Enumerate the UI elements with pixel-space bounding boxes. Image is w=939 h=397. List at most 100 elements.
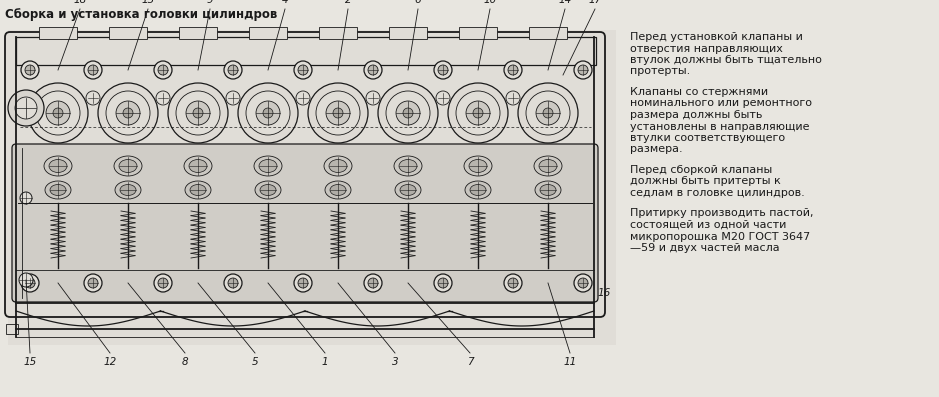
Text: —59 и двух частей масла: —59 и двух частей масла <box>630 243 779 253</box>
Ellipse shape <box>330 185 346 195</box>
Circle shape <box>536 101 560 125</box>
Circle shape <box>396 101 420 125</box>
Bar <box>459 27 497 39</box>
Bar <box>109 27 147 39</box>
Text: состоящей из одной части: состоящей из одной части <box>630 220 786 230</box>
Circle shape <box>473 108 483 118</box>
Circle shape <box>364 61 382 79</box>
Text: 8: 8 <box>181 357 189 367</box>
Text: 11: 11 <box>563 357 577 367</box>
Bar <box>179 27 217 39</box>
Circle shape <box>15 97 37 119</box>
Circle shape <box>506 91 520 105</box>
Circle shape <box>36 91 80 135</box>
Ellipse shape <box>44 156 72 176</box>
Circle shape <box>434 61 452 79</box>
Ellipse shape <box>120 185 136 195</box>
Circle shape <box>508 278 518 288</box>
Circle shape <box>438 278 448 288</box>
Text: 2: 2 <box>345 0 351 5</box>
Circle shape <box>123 108 133 118</box>
Circle shape <box>504 274 522 292</box>
Circle shape <box>256 101 280 125</box>
Text: 6: 6 <box>415 0 422 5</box>
Circle shape <box>25 65 35 75</box>
Circle shape <box>19 273 33 287</box>
Ellipse shape <box>189 160 207 173</box>
Ellipse shape <box>50 185 66 195</box>
Circle shape <box>21 274 39 292</box>
Circle shape <box>578 278 588 288</box>
Text: 15: 15 <box>23 357 37 367</box>
Circle shape <box>53 108 63 118</box>
Text: втулок должны быть тщательно: втулок должны быть тщательно <box>630 55 822 65</box>
Circle shape <box>543 108 553 118</box>
Bar <box>6 324 18 334</box>
Ellipse shape <box>465 181 491 199</box>
Text: протерты.: протерты. <box>630 67 690 77</box>
Ellipse shape <box>395 181 421 199</box>
Circle shape <box>294 274 312 292</box>
Ellipse shape <box>260 185 276 195</box>
Text: 3: 3 <box>392 357 398 367</box>
Text: втулки соответствующего: втулки соответствующего <box>630 133 785 143</box>
Circle shape <box>308 83 368 143</box>
Ellipse shape <box>119 160 137 173</box>
Text: 7: 7 <box>467 357 473 367</box>
Circle shape <box>228 65 238 75</box>
Text: должны быть притерты к: должны быть притерты к <box>630 177 780 187</box>
Ellipse shape <box>539 160 557 173</box>
Circle shape <box>20 192 32 204</box>
Circle shape <box>46 101 70 125</box>
Circle shape <box>106 91 150 135</box>
Ellipse shape <box>185 181 211 199</box>
Ellipse shape <box>540 185 556 195</box>
Text: микропорошка М20 ГОСТ 3647: микропорошка М20 ГОСТ 3647 <box>630 231 810 241</box>
Circle shape <box>228 278 238 288</box>
Ellipse shape <box>399 160 417 173</box>
Circle shape <box>263 108 273 118</box>
Circle shape <box>88 65 98 75</box>
Circle shape <box>298 278 308 288</box>
Circle shape <box>574 61 592 79</box>
Ellipse shape <box>115 181 141 199</box>
Circle shape <box>436 91 450 105</box>
Bar <box>529 27 567 39</box>
Circle shape <box>518 83 578 143</box>
Circle shape <box>368 65 378 75</box>
Bar <box>39 27 77 39</box>
Text: 18: 18 <box>73 0 86 5</box>
Ellipse shape <box>45 181 71 199</box>
Text: Клапаны со стержнями: Клапаны со стержнями <box>630 87 768 97</box>
Text: размера должны быть: размера должны быть <box>630 110 762 120</box>
Ellipse shape <box>49 160 67 173</box>
Text: установлены в направляющие: установлены в направляющие <box>630 121 809 131</box>
Circle shape <box>84 61 102 79</box>
Circle shape <box>368 278 378 288</box>
Ellipse shape <box>114 156 142 176</box>
Circle shape <box>526 91 570 135</box>
FancyBboxPatch shape <box>5 32 605 317</box>
Text: 14: 14 <box>559 0 572 5</box>
FancyBboxPatch shape <box>12 144 598 302</box>
Circle shape <box>176 91 220 135</box>
Circle shape <box>116 101 140 125</box>
Ellipse shape <box>254 156 282 176</box>
Text: седлам в головке цилиндров.: седлам в головке цилиндров. <box>630 188 805 198</box>
Text: отверстия направляющих: отверстия направляющих <box>630 44 783 54</box>
Circle shape <box>8 90 44 126</box>
Ellipse shape <box>259 160 277 173</box>
Text: Притирку производить пастой,: Притирку производить пастой, <box>630 208 813 218</box>
Bar <box>319 27 357 39</box>
Circle shape <box>186 101 210 125</box>
Circle shape <box>403 108 413 118</box>
Circle shape <box>156 91 170 105</box>
Circle shape <box>386 91 430 135</box>
Circle shape <box>508 65 518 75</box>
Ellipse shape <box>535 181 561 199</box>
Circle shape <box>316 91 360 135</box>
Circle shape <box>88 278 98 288</box>
Text: 10: 10 <box>484 0 497 5</box>
Circle shape <box>154 274 172 292</box>
Circle shape <box>238 83 298 143</box>
